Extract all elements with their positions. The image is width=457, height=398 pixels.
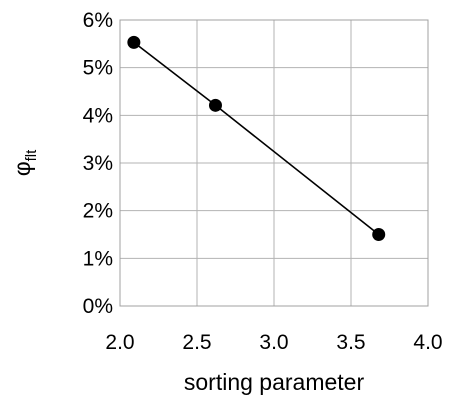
series-layer <box>127 35 386 241</box>
data-point <box>208 98 222 112</box>
plot-area-frame <box>119 19 429 307</box>
x-tick-label: 4.0 <box>413 331 442 354</box>
x-axis-label: sorting parameter <box>184 369 365 395</box>
y-axis-label-subscript: flt <box>23 149 40 162</box>
y-tick-label: 5% <box>83 57 113 80</box>
y-axis-label: φflt <box>9 149 40 176</box>
y-tick-label: 6% <box>83 9 113 32</box>
y-tick-label: 1% <box>83 247 113 270</box>
grid-lines <box>119 19 429 307</box>
data-point <box>127 35 141 49</box>
x-tick-label: 2.5 <box>182 331 211 354</box>
y-tick-label: 4% <box>83 104 113 127</box>
x-tick-labels: 2.0 2.5 3.0 3.5 4.0 <box>105 331 442 354</box>
y-tick-labels: 0% 1% 2% 3% 4% 5% 6% <box>83 9 113 318</box>
y-tick-label: 0% <box>83 295 113 318</box>
x-tick-label: 3.0 <box>259 331 288 354</box>
x-tick-label: 2.0 <box>105 331 134 354</box>
y-tick-label: 2% <box>83 200 113 223</box>
x-tick-label: 3.5 <box>336 331 365 354</box>
series-line <box>133 41 380 236</box>
data-point <box>372 228 386 241</box>
y-axis-label-main: φ <box>9 161 35 176</box>
y-tick-label: 3% <box>83 152 113 175</box>
